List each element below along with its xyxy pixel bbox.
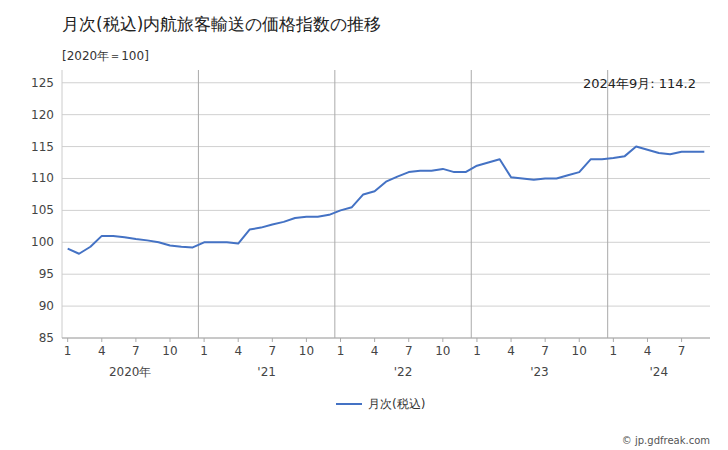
- x-tick: [340, 338, 341, 342]
- y-tick-label: 115: [31, 140, 54, 154]
- x-tick: [374, 338, 375, 342]
- x-tick: [67, 338, 68, 342]
- x-tick-label: 4: [98, 344, 106, 358]
- grid-line: [62, 210, 710, 211]
- x-tick-label: 10: [299, 344, 314, 358]
- grid-line: [62, 338, 710, 339]
- grid-line: [62, 178, 710, 179]
- x-tick: [613, 338, 614, 342]
- x-tick: [170, 338, 171, 342]
- x-tick-label: 10: [572, 344, 587, 358]
- year-divider: [334, 70, 335, 338]
- y-tick-label: 120: [31, 108, 54, 122]
- legend: 月次(税込): [336, 397, 425, 411]
- title: 月次(税込)内航旅客輸送の価格指数の推移: [62, 14, 381, 34]
- y-tick-label: 85: [39, 331, 54, 345]
- year-label: '24: [650, 365, 669, 379]
- x-tick: [545, 338, 546, 342]
- y-tick-label: 90: [39, 299, 54, 313]
- x-tick: [579, 338, 580, 342]
- legend-label: 月次(税込): [368, 397, 425, 411]
- x-tick-label: 10: [435, 344, 450, 358]
- annotation: 2024年9月: 114.2: [583, 76, 696, 91]
- y-tick-label: 110: [31, 171, 54, 185]
- x-axis-line: [62, 338, 710, 339]
- x-tick: [272, 338, 273, 342]
- x-tick: [442, 338, 443, 342]
- y-axis-label: [2020年＝100]: [62, 49, 149, 63]
- x-tick-label: 1: [610, 344, 618, 358]
- year-label: '23: [530, 365, 549, 379]
- year-divider: [607, 70, 608, 338]
- x-tick-label: 4: [234, 344, 242, 358]
- x-tick: [476, 338, 477, 342]
- x-tick: [681, 338, 682, 342]
- x-tick: [101, 338, 102, 342]
- x-tick: [647, 338, 648, 342]
- y-axis-line: [62, 70, 63, 338]
- x-tick-label: 7: [541, 344, 549, 358]
- caption: © jp.gdfreak.com: [622, 435, 710, 446]
- x-tick-label: 4: [644, 344, 652, 358]
- grid: [62, 83, 710, 338]
- year-label: '22: [394, 365, 413, 379]
- x-tick: [306, 338, 307, 342]
- x-tick-label: 7: [132, 344, 140, 358]
- y-tick-label: 100: [31, 235, 54, 249]
- grid-line: [62, 274, 710, 275]
- legend-swatch: [336, 403, 362, 405]
- x-tick-label: 4: [507, 344, 515, 358]
- chart: 月次(税込)内航旅客輸送の価格指数の推移 [2020年＝100] 85 90 95 100…: [0, 0, 728, 450]
- x-tick-label: 7: [268, 344, 276, 358]
- y-tick-label: 125: [31, 76, 54, 90]
- grid-line: [62, 146, 710, 147]
- x-tick: [511, 338, 512, 342]
- x-tick-label: 10: [162, 344, 177, 358]
- x-tick-label: 1: [473, 344, 481, 358]
- line: [68, 147, 705, 254]
- y-tick-label: 105: [31, 203, 54, 217]
- y-tick-label: 95: [39, 267, 54, 281]
- year-divider: [471, 70, 472, 338]
- x-tick-label: 7: [678, 344, 686, 358]
- grid-line: [62, 306, 710, 307]
- x-tick: [135, 338, 136, 342]
- year-label: 2020年: [109, 365, 152, 379]
- grid-line: [62, 114, 710, 115]
- x-tick-label: 1: [337, 344, 345, 358]
- x-tick: [238, 338, 239, 342]
- x-tick: [204, 338, 205, 342]
- x-tick-label: 1: [64, 344, 72, 358]
- data-group: [68, 147, 705, 254]
- x-tick-label: 1: [200, 344, 208, 358]
- year-label: '21: [257, 365, 276, 379]
- x-tick-label: 7: [405, 344, 413, 358]
- year-divider: [198, 70, 199, 338]
- x-tick: [408, 338, 409, 342]
- x-tick-label: 4: [371, 344, 379, 358]
